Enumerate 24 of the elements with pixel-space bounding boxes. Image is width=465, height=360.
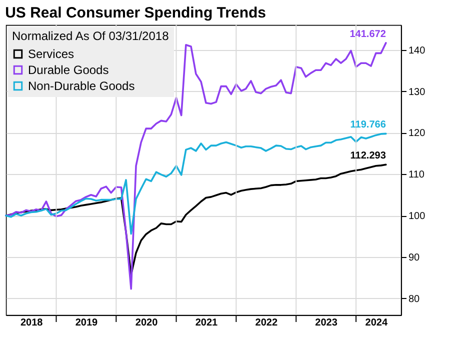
legend-title: Normalized As Of 03/31/2018 [12,29,170,43]
x-tick-label: 2020 [135,318,158,328]
y-tick-label: 110 [408,170,425,181]
y-tick-label: 100 [408,211,426,222]
legend-label: Non-Durable Goods [28,79,135,93]
legend-label: Services [28,47,74,61]
line-series [5,132,387,235]
data-label: 112.293 [350,150,386,162]
legend-label: Durable Goods [28,63,109,77]
x-tick-label: 2023 [315,318,338,328]
x-tick-label: 2024 [365,318,388,328]
data-label: 119.766 [350,120,386,131]
y-tick-label: 130 [408,86,426,98]
y-tick-label: 140 [408,45,426,56]
y-tick-label: 80 [408,294,420,305]
line-series [5,42,387,290]
x-tick-label: 2018 [20,318,44,328]
y-tick-label: 90 [408,252,420,264]
y-tick-label: 120 [408,128,426,140]
chart-title: US Real Consumer Spending Trends [5,4,266,22]
x-tick-label: 2019 [75,318,98,328]
data-label: 141.672 [350,28,386,40]
x-tick-label: 2021 [195,318,218,328]
x-tick-label: 2022 [255,318,278,328]
